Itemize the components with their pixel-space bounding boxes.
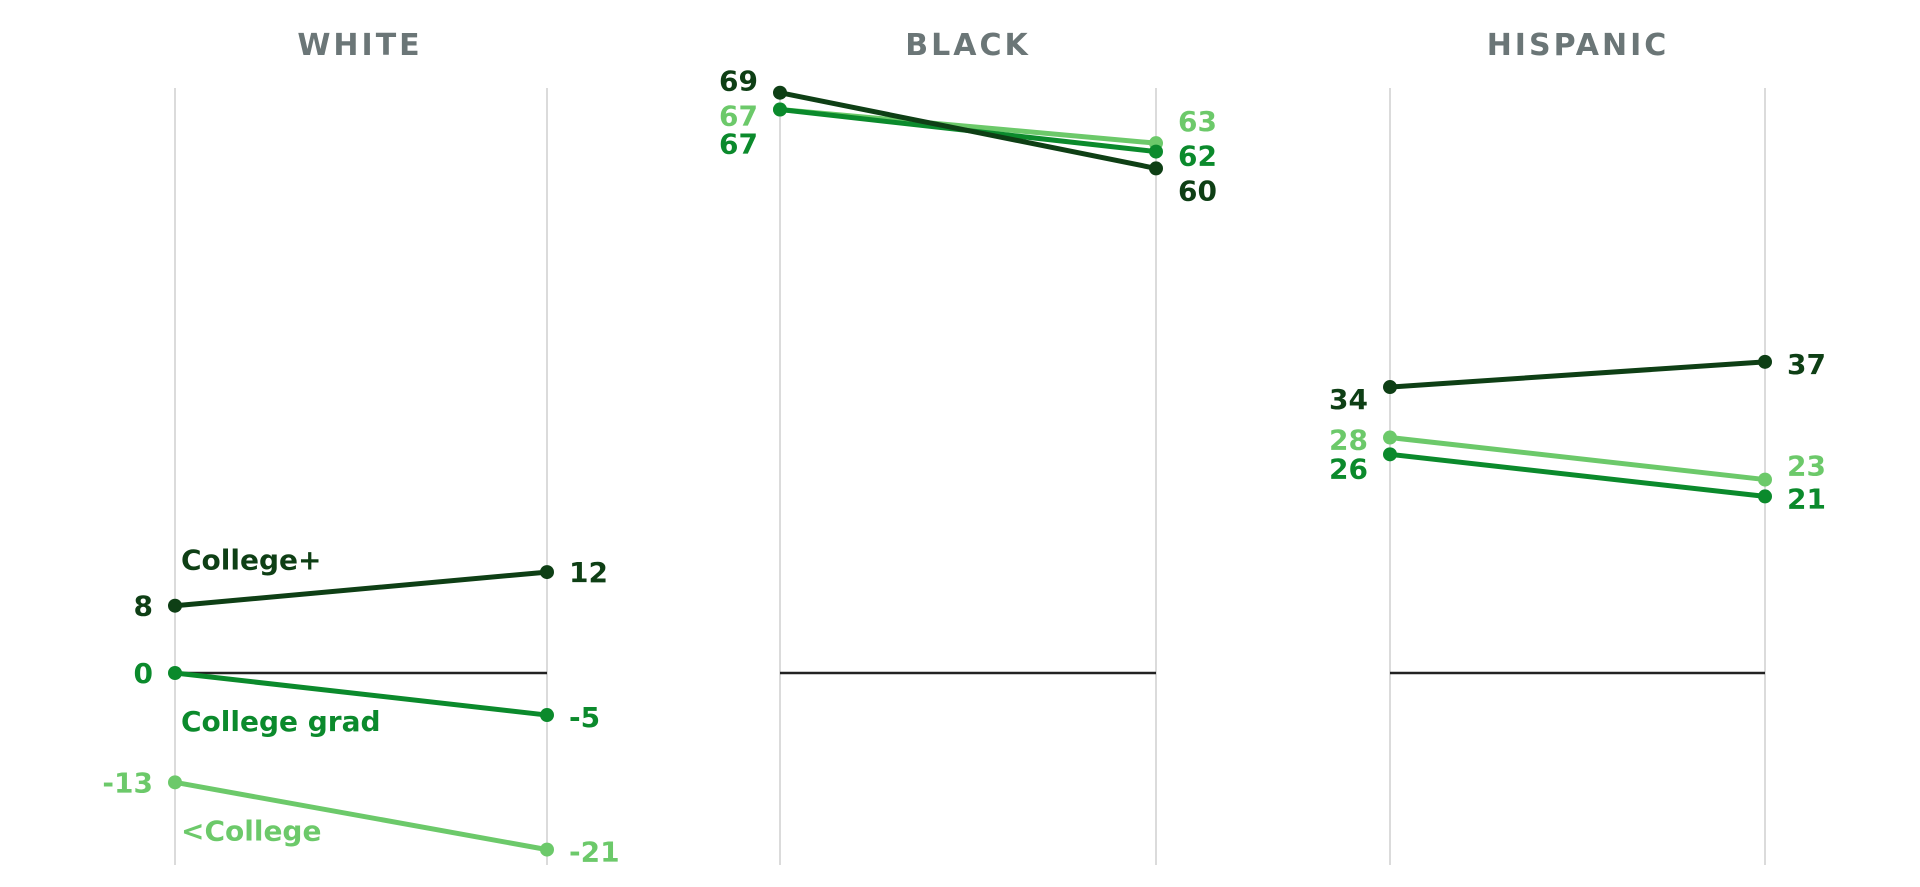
value-label-start: 0 — [134, 657, 153, 690]
value-label-start: -13 — [102, 766, 153, 799]
data-point-start — [773, 102, 787, 117]
value-label-start: 67 — [719, 100, 758, 133]
series-college-grad: 67 62 — [719, 102, 1217, 173]
value-label-end: 12 — [569, 556, 608, 589]
value-label-end: -5 — [569, 701, 600, 734]
panel-hispanic: HISPANIC 28 23 26 21 34 37 — [1329, 28, 1826, 865]
panel-black: BLACK 67 63 67 62 69 60 — [719, 28, 1217, 865]
data-point-start — [168, 775, 182, 790]
data-point-start — [1383, 447, 1397, 462]
data-point-start — [168, 666, 182, 680]
panel-title: HISPANIC — [1487, 28, 1670, 63]
series-line — [1387, 359, 1768, 390]
series-collegeplus: 34 37 — [1329, 348, 1826, 416]
data-point-end — [1149, 161, 1163, 176]
value-label-end: 21 — [1787, 482, 1826, 515]
series-name-label: College+ — [181, 544, 321, 577]
series-college-grad: 0 -5 — [134, 657, 601, 734]
series-line — [172, 569, 550, 609]
data-point-start — [168, 598, 182, 613]
value-label-start: 26 — [1329, 452, 1368, 485]
data-point-start — [773, 85, 787, 100]
series-less-than-college: 28 23 — [1329, 424, 1826, 487]
data-point-start — [1383, 380, 1397, 395]
series-collegeplus: 69 60 — [719, 65, 1217, 208]
value-label-end: 60 — [1178, 174, 1217, 207]
value-label-end: 23 — [1787, 450, 1826, 483]
value-label-start: 8 — [134, 590, 153, 623]
value-label-end: -21 — [569, 836, 620, 869]
series-less-than-college: 67 63 — [719, 100, 1217, 151]
data-point-end — [1758, 354, 1772, 369]
series-line — [172, 779, 550, 853]
series-line — [777, 90, 1159, 171]
series-line — [1387, 435, 1768, 483]
data-point-start — [1383, 430, 1397, 445]
series-less-than-college: -13 -21 — [102, 766, 619, 868]
value-label-end: 63 — [1178, 105, 1217, 138]
series-line — [1387, 451, 1768, 499]
value-label-start: 67 — [719, 128, 758, 161]
value-label-start: 34 — [1329, 383, 1368, 416]
series-collegeplus: 8 12 — [134, 556, 608, 623]
data-point-end — [540, 842, 554, 857]
value-label-start: 69 — [719, 65, 758, 98]
panel-title: WHITE — [297, 28, 422, 63]
value-label-end: 62 — [1178, 140, 1217, 173]
value-label-end: 37 — [1787, 348, 1826, 381]
series-name-label: College grad — [181, 705, 381, 738]
data-point-end — [540, 565, 554, 580]
data-point-end — [1149, 144, 1163, 159]
series-name-label: <College — [181, 814, 321, 847]
series-college-grad: 26 21 — [1329, 447, 1826, 515]
panel-white: WHITE -13 -21 0 -5 8 12 College+ College grad <Co… — [102, 28, 619, 869]
data-point-end — [540, 708, 554, 723]
value-label-start: 28 — [1329, 424, 1368, 457]
panel-title: BLACK — [905, 28, 1030, 63]
data-point-end — [1758, 472, 1772, 487]
data-point-end — [1758, 489, 1772, 504]
series-line — [172, 670, 550, 718]
